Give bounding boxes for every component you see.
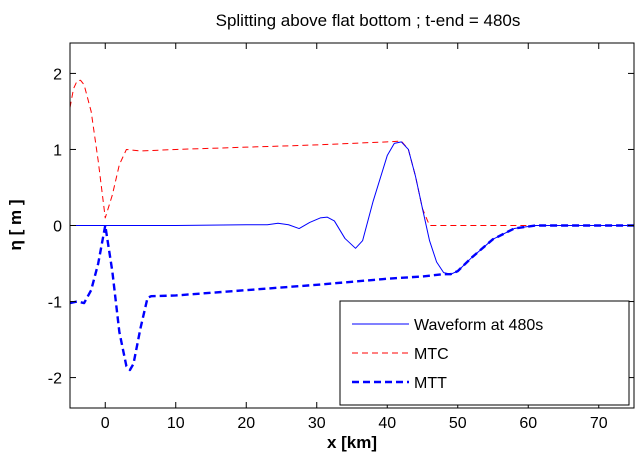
x-tick-label: 60 (519, 415, 537, 432)
y-tick-label: 1 (53, 142, 62, 159)
y-tick-label: 0 (53, 219, 62, 236)
x-tick-label: 0 (101, 415, 110, 432)
legend-label-mtt: MTT (414, 375, 447, 392)
series-layer (69, 79, 634, 372)
legend-box (339, 300, 630, 406)
legend-label-mtc: MTC (414, 346, 449, 363)
x-tick-label: 10 (167, 415, 185, 432)
chart-title: Splitting above flat bottom ; t-end = 48… (216, 11, 521, 30)
y-tick-label: 2 (53, 66, 62, 83)
legend-label-waveform: Waveform at 480s (414, 317, 543, 334)
series-line-mtt (69, 224, 634, 372)
series-line-mtc (69, 79, 634, 226)
x-tick-label: 50 (449, 415, 467, 432)
legend: Waveform at 480s MTC MTT (339, 300, 630, 406)
x-axis-label: x [km] (327, 433, 377, 452)
x-tick-label: 40 (378, 415, 396, 432)
y-axis-label: η [ m ] (6, 200, 25, 251)
y-tick-label: -2 (48, 371, 62, 388)
y-tick-label: -1 (48, 295, 62, 312)
x-tick-label: 70 (590, 415, 608, 432)
x-tick-label: 30 (308, 415, 326, 432)
x-tick-label: 20 (237, 415, 255, 432)
series-line-waveform-at-480s (70, 141, 634, 275)
